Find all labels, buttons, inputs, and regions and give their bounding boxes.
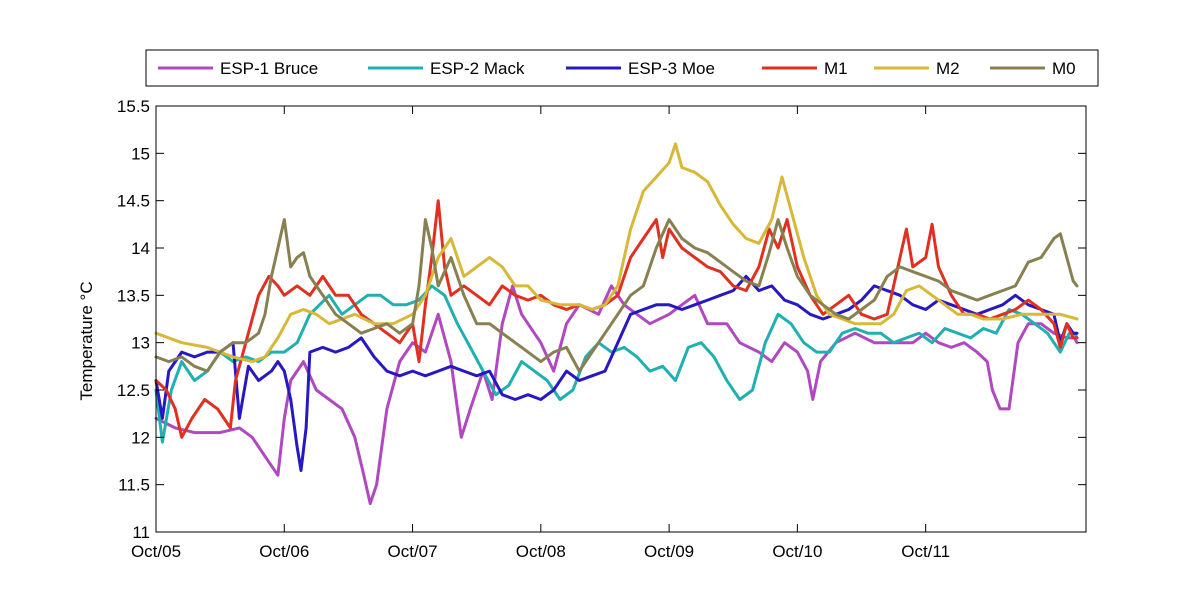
series-line-4 <box>154 142 1079 364</box>
y-axis: 11 11.5 12 12.5 13 13.5 14 14.5 15 15.5 <box>117 97 1086 542</box>
y-tick-label: 12.5 <box>117 381 150 400</box>
y-tick-label: 11.5 <box>118 476 150 495</box>
plot-background <box>156 106 1086 532</box>
x-axis: Oct/05 Oct/06 Oct/07 Oct/08 Oct/09 Oct/10 Oct/… <box>131 106 950 561</box>
y-tick-label: 14 <box>131 239 150 258</box>
legend-label-3: M1 <box>824 59 848 78</box>
legend: ESP-1 Bruce ESP-2 Mack ESP-3 Moe M1 M2 M0 <box>145 49 1099 87</box>
y-tick-label: 11 <box>132 523 150 542</box>
x-tick-label: Oct/07 <box>388 542 438 561</box>
legend-label-1: ESP-2 Mack <box>430 59 525 78</box>
legend-label-2: ESP-3 Moe <box>628 59 715 78</box>
x-tick-label: Oct/10 <box>772 542 822 561</box>
y-tick-label: 12 <box>131 428 150 447</box>
x-tick-label: Oct/08 <box>516 542 566 561</box>
legend-label-0: ESP-1 Bruce <box>220 59 318 78</box>
plot-area: Oct/05 Oct/06 Oct/07 Oct/08 Oct/09 Oct/10 Oct/… <box>117 97 1087 561</box>
x-tick-label: Oct/06 <box>259 542 309 561</box>
y-tick-label: 13 <box>131 334 150 353</box>
legend-label-5: M0 <box>1052 59 1076 78</box>
plot-border <box>155 105 1087 533</box>
legend-box <box>145 49 1099 87</box>
x-tick-label: Oct/05 <box>131 542 181 561</box>
series-line-1 <box>154 284 1079 444</box>
series-line-5 <box>154 218 1079 373</box>
y-tick-label: 13.5 <box>117 286 150 305</box>
series-line-2 <box>154 274 1079 472</box>
x-tick-label: Oct/09 <box>644 542 694 561</box>
y-axis-label: Temperature °C <box>77 281 96 400</box>
y-tick-label: 14.5 <box>117 192 150 211</box>
y-tick-label: 15 <box>131 144 150 163</box>
legend-label-4: M2 <box>936 59 960 78</box>
series-layer <box>154 142 1079 506</box>
series-line-3 <box>154 199 1079 439</box>
x-tick-label: Oct/11 <box>901 542 950 561</box>
y-tick-label: 15.5 <box>117 97 150 116</box>
